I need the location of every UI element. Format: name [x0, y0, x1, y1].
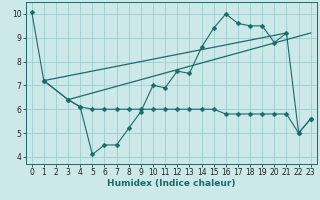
X-axis label: Humidex (Indice chaleur): Humidex (Indice chaleur)	[107, 179, 236, 188]
